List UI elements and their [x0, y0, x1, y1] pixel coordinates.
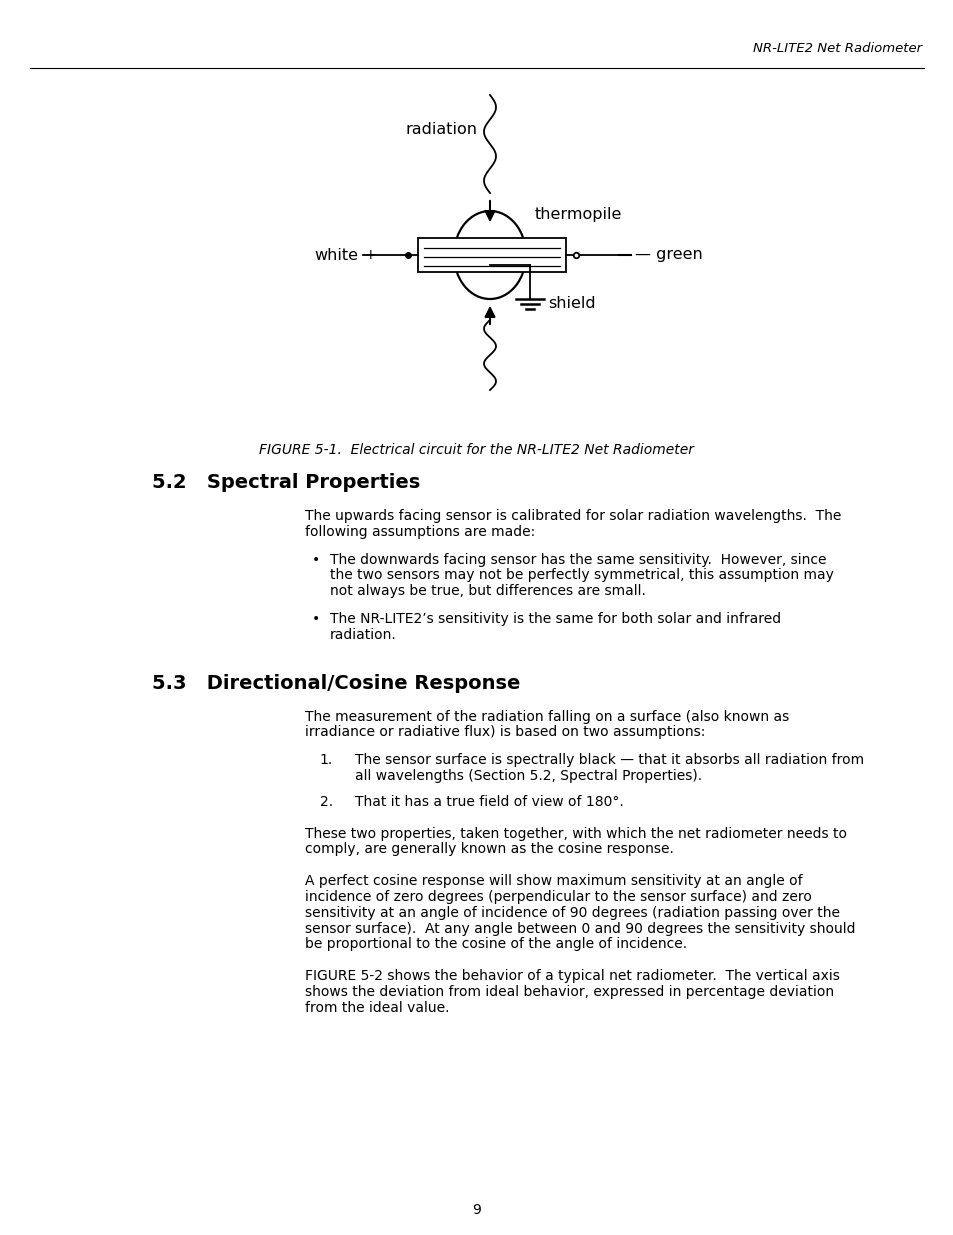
Text: These two properties, taken together, with which the net radiometer needs to: These two properties, taken together, wi… [305, 826, 846, 841]
Text: incidence of zero degrees (perpendicular to the sensor surface) and zero: incidence of zero degrees (perpendicular… [305, 890, 811, 904]
Text: sensitivity at an angle of incidence of 90 degrees (radiation passing over the: sensitivity at an angle of incidence of … [305, 905, 840, 920]
Text: 9: 9 [472, 1203, 481, 1216]
Text: shows the deviation from ideal behavior, expressed in percentage deviation: shows the deviation from ideal behavior,… [305, 986, 833, 999]
Text: the two sensors may not be perfectly symmetrical, this assumption may: the two sensors may not be perfectly sym… [330, 568, 833, 583]
Text: sensor surface).  At any angle between 0 and 90 degrees the sensitivity should: sensor surface). At any angle between 0 … [305, 921, 855, 936]
Text: The upwards facing sensor is calibrated for solar radiation wavelengths.  The: The upwards facing sensor is calibrated … [305, 509, 841, 522]
Text: irradiance or radiative flux) is based on two assumptions:: irradiance or radiative flux) is based o… [305, 725, 704, 740]
Text: radiation: radiation [406, 122, 477, 137]
Text: thermopile: thermopile [535, 207, 621, 222]
Text: The measurement of the radiation falling on a surface (also known as: The measurement of the radiation falling… [305, 710, 788, 724]
Text: The NR-LITE2’s sensitivity is the same for both solar and infrared: The NR-LITE2’s sensitivity is the same f… [330, 613, 781, 626]
Text: 5.3   Directional/Cosine Response: 5.3 Directional/Cosine Response [152, 673, 519, 693]
Text: 5.2   Spectral Properties: 5.2 Spectral Properties [152, 473, 420, 492]
Text: be proportional to the cosine of the angle of incidence.: be proportional to the cosine of the ang… [305, 937, 686, 951]
Text: That it has a true field of view of 180°.: That it has a true field of view of 180°… [355, 795, 623, 809]
Text: shield: shield [547, 296, 595, 311]
Text: FIGURE 5-2 shows the behavior of a typical net radiometer.  The vertical axis: FIGURE 5-2 shows the behavior of a typic… [305, 969, 839, 983]
Text: •: • [312, 552, 320, 567]
Text: following assumptions are made:: following assumptions are made: [305, 525, 535, 538]
Text: all wavelengths (Section 5.2, Spectral Properties).: all wavelengths (Section 5.2, Spectral P… [355, 769, 701, 783]
Text: — green: — green [635, 247, 702, 263]
Text: radiation.: radiation. [330, 627, 396, 642]
Text: 1.: 1. [319, 753, 333, 767]
Text: •: • [312, 613, 320, 626]
Text: not always be true, but differences are small.: not always be true, but differences are … [330, 584, 645, 598]
Text: A perfect cosine response will show maximum sensitivity at an angle of: A perfect cosine response will show maxi… [305, 874, 801, 888]
Text: 2.: 2. [319, 795, 333, 809]
Text: FIGURE 5-1.  Electrical circuit for the NR-LITE2 Net Radiometer: FIGURE 5-1. Electrical circuit for the N… [259, 443, 694, 457]
Text: from the ideal value.: from the ideal value. [305, 1000, 449, 1015]
Bar [417, 238, 565, 272]
Text: The downwards facing sensor has the same sensitivity.  However, since: The downwards facing sensor has the same… [330, 552, 825, 567]
Text: The sensor surface is spectrally black — that it absorbs all radiation from: The sensor surface is spectrally black —… [355, 753, 863, 767]
Text: +: + [365, 248, 376, 262]
Text: white: white [314, 247, 357, 263]
Text: comply, are generally known as the cosine response.: comply, are generally known as the cosin… [305, 842, 673, 856]
Text: NR-LITE2 Net Radiometer: NR-LITE2 Net Radiometer [752, 42, 921, 56]
